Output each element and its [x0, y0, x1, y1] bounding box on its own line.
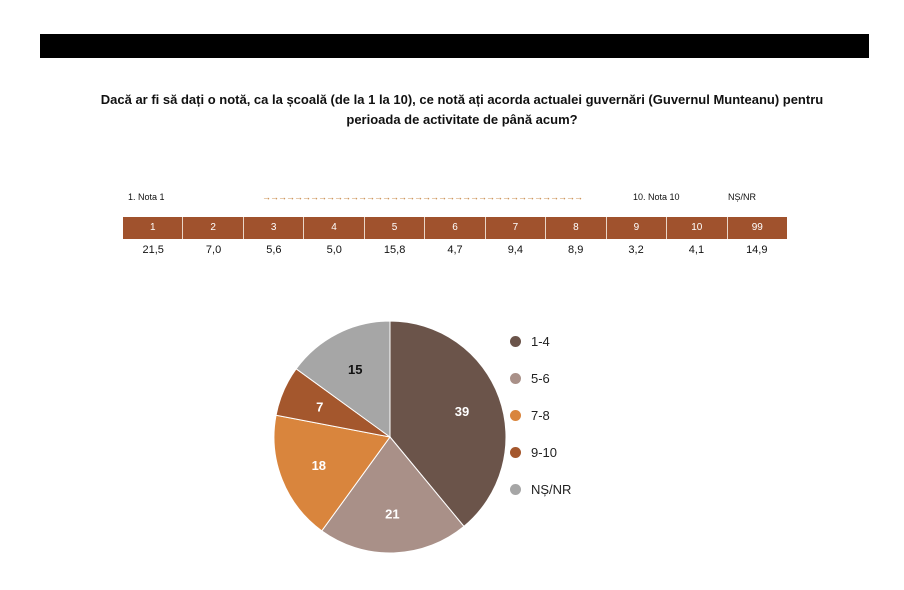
grade-value-cell: 5,0 [326, 244, 342, 256]
grade-value-cell: 14,9 [746, 244, 768, 256]
pie-slice-label: 18 [312, 458, 326, 473]
pie-slice-label: 21 [385, 507, 399, 522]
scale-arrows: →→→→→→→→→→→→→→→→→→→→→→→→→→→→→→→→→→→→→→→→… [262, 192, 584, 202]
legend-swatch [510, 335, 521, 347]
grade-values-row: 21,5 7,0 5,6 5,0 15,8 4,7 9,4 8,9 3,2 4,1 14,9 [123, 241, 787, 259]
top-black-bar [40, 34, 869, 58]
pie-slice [273, 414, 391, 532]
grade-header-cell: 7 [486, 217, 547, 239]
pie-slice [321, 436, 465, 554]
grade-header-cell: 6 [425, 217, 486, 239]
grade-value-cell: 4,7 [447, 244, 463, 256]
legend-swatch [510, 446, 521, 458]
grade-value-cell: 5,6 [266, 244, 282, 256]
pie-slice-label: 39 [455, 404, 469, 419]
legend-label: 5-6 [531, 370, 550, 386]
pie-slice-label: 15 [348, 362, 362, 377]
grade-value-cell: 3,2 [628, 244, 644, 256]
legend-label: NȘ/NR [531, 481, 572, 497]
question-title: Dacă ar fi să dați o notă, ca la școală … [100, 92, 824, 127]
grade-header-cell: 99 [751, 222, 763, 233]
grade-header-row: 1 2 3 4 5 6 7 8 9 10 99 [123, 217, 787, 239]
legend-item: NȘ/NR [510, 478, 571, 500]
grade-header-cell: 2 [183, 217, 244, 239]
grade-header-cell: 10 [667, 217, 728, 239]
grade-header-cell: 3 [244, 217, 305, 239]
grade-value-cell: 8,9 [568, 244, 584, 256]
grade-header-cell: 4 [304, 217, 365, 239]
legend-label: 1-4 [531, 333, 550, 349]
legend-item: 1-4 [510, 330, 571, 352]
scale-max-label: 10. Nota 10 [633, 192, 680, 202]
legend-item: 9-10 [510, 441, 571, 463]
pie-slice [389, 320, 507, 528]
grade-header-cell: 1 [123, 217, 184, 239]
grade-header-cell: 8 [546, 217, 607, 239]
pie-slice-label: 7 [316, 400, 323, 415]
grade-value-cell: 4,1 [688, 244, 705, 256]
grade-value-cell: 21,5 [142, 244, 164, 256]
legend-item: 7-8 [510, 404, 571, 426]
grade-value-cell: 15,8 [383, 244, 406, 256]
legend-swatch [510, 409, 521, 421]
legend-label: 9-10 [531, 444, 558, 460]
grade-header-cell: 9 [607, 217, 668, 239]
scale-min-label: 1. Nota 1 [128, 192, 165, 202]
grade-value-cell: 9,4 [507, 244, 523, 256]
grade-value-cell: 7,0 [205, 244, 222, 256]
legend-item: 5-6 [510, 367, 571, 389]
grade-header-cell: 5 [365, 217, 426, 239]
legend-swatch [510, 483, 521, 495]
grade-table: 1 2 3 4 5 6 7 8 9 10 99 21,5 7,0 5,6 5,0 15,8 4,7 9,4 8,9… [123, 217, 787, 259]
legend-label: 7-8 [531, 407, 550, 423]
pie-slice [295, 320, 391, 438]
scale-ns-label: NȘ/NR [728, 192, 757, 202]
legend-swatch [510, 372, 521, 384]
chart-legend: 1-4 5-6 7-8 9-10 NȘ/NR [510, 330, 571, 515]
pie-chart: 39 21 18 7 15 [273, 320, 507, 554]
